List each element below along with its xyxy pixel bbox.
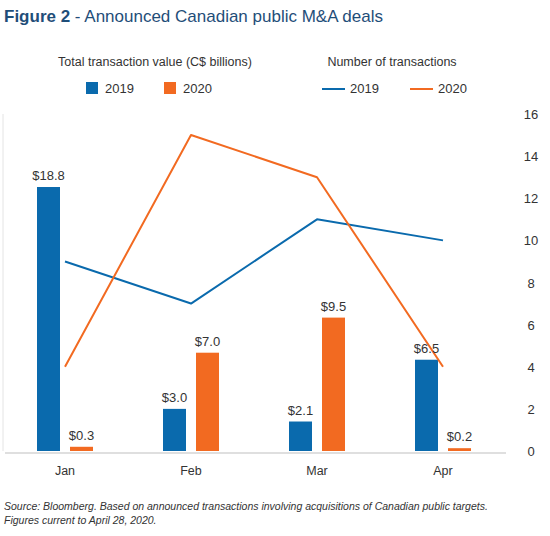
bar: [70, 447, 93, 451]
y2-tick-label: 2: [527, 402, 534, 417]
data-label: $7.0: [195, 334, 220, 349]
data-label: $18.8: [32, 168, 65, 183]
y2-tick-label: 12: [524, 191, 538, 206]
legend-line: [322, 88, 345, 90]
data-label: $0.2: [447, 429, 472, 444]
axis-label: Number of transactions: [327, 55, 456, 69]
legend-label: 2020: [438, 81, 467, 96]
x-tick-label: Jan: [55, 464, 75, 478]
title: Figure 2 - Announced Canadian public M&A…: [4, 7, 383, 26]
y2-tick-label: 16: [524, 107, 538, 122]
y2-tick-label: 10: [524, 233, 538, 248]
y-axis-line: [3, 114, 4, 451]
y2-tick-label: 0: [527, 444, 534, 459]
bar: [322, 318, 345, 451]
bar: [196, 353, 219, 451]
plot-area: [37, 135, 471, 451]
bar: [289, 422, 312, 451]
data-label: $3.0: [162, 390, 187, 405]
axis-label: Total transaction value (C$ billions): [58, 55, 252, 69]
legend-swatch: [86, 82, 98, 94]
y2-tick-label: 6: [527, 318, 534, 333]
legend-label: 2019: [350, 81, 379, 96]
source-note: Figures current to April 28, 2020.: [4, 514, 157, 526]
x-axis-line: [5, 453, 506, 454]
y2-tick-label: 8: [527, 276, 534, 291]
bar: [415, 360, 438, 451]
data-label: $0.3: [69, 428, 94, 443]
x-tick-label: Mar: [306, 464, 328, 478]
x-tick-label: Apr: [433, 464, 452, 478]
bar: [37, 187, 60, 451]
data-label: $6.5: [414, 341, 439, 356]
data-label: $2.1: [288, 403, 313, 418]
bar: [163, 409, 186, 451]
data-label: $9.5: [321, 299, 346, 314]
bar: [448, 448, 471, 451]
legend-line: [410, 88, 433, 90]
y2-tick-label: 14: [524, 149, 538, 164]
line: [65, 135, 443, 367]
source-note: Source: Bloomberg. Based on announced tr…: [4, 500, 488, 512]
legend-label: 2019: [105, 81, 134, 96]
y2-tick-label: 4: [527, 360, 534, 375]
x-tick-label: Feb: [180, 464, 202, 478]
legend-label: 2020: [183, 81, 212, 96]
legend-swatch: [164, 82, 176, 94]
